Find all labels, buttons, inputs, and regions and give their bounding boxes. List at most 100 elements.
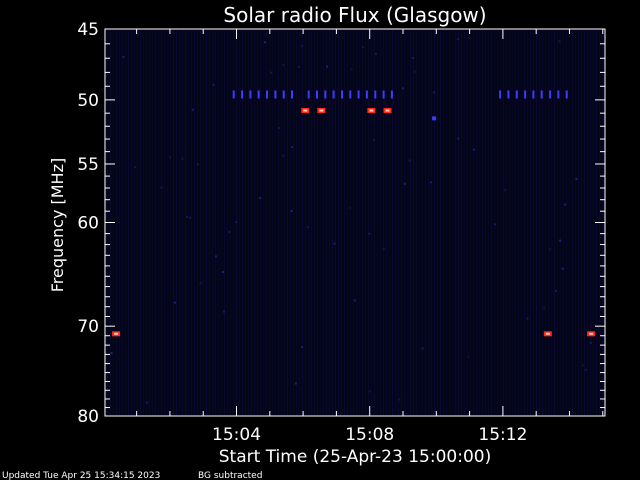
spectrogram-stripe (488, 30, 489, 415)
spectrogram-stripe (203, 30, 204, 415)
x-tick-label: 15:04 (212, 425, 261, 445)
spectrogram-stripe (305, 30, 306, 415)
spectrogram-stripe (341, 30, 342, 415)
noise-speckle (333, 242, 336, 245)
spectrogram-stripe (164, 30, 165, 415)
hot-pixel-core (319, 109, 324, 112)
noise-speckle (278, 127, 281, 129)
spectrogram-stripe (266, 30, 267, 415)
spectrogram-stripe (299, 30, 300, 415)
interference-tick (291, 90, 293, 99)
spectrogram-stripe (398, 30, 399, 415)
spectrogram-stripe (464, 30, 465, 415)
y-tick-label: 55 (77, 155, 99, 175)
hot-pixel-core (303, 109, 308, 112)
spectrogram-stripe (539, 30, 540, 415)
spectrogram-stripe (428, 30, 429, 415)
updated-timestamp: Updated Tue Apr 25 15:34:15 2023 (2, 471, 160, 480)
spectrogram-stripe (194, 30, 195, 415)
spectrogram-stripe (503, 30, 504, 415)
spectrogram-stripe (191, 30, 192, 415)
spectrogram-stripe (374, 30, 375, 415)
spectrogram-stripe (413, 30, 414, 415)
spectrogram-stripe (548, 30, 549, 415)
spectrogram-stripe (242, 30, 243, 415)
spectrogram-stripe (353, 30, 354, 415)
spectrogram-stripe (443, 30, 444, 415)
spectrogram-stripe (254, 30, 255, 415)
spectrogram-stripes (107, 30, 603, 415)
bg-subtracted-note: BG subtracted (198, 471, 262, 480)
interference-tick (249, 90, 252, 99)
interference-tick (266, 90, 268, 99)
spectrogram-stripe (128, 30, 129, 415)
spectrogram-stripe (161, 30, 162, 415)
spectrogram-stripe (551, 30, 552, 415)
spectrogram-stripe (365, 30, 366, 415)
spectrogram-stripe (200, 30, 201, 415)
interference-tick (232, 90, 235, 99)
spectrogram-stripe (437, 30, 438, 415)
noise-speckle (467, 355, 470, 358)
spectrogram-stripe (587, 30, 588, 415)
spectrogram-stripe (356, 30, 357, 415)
spectrogram-stripe (467, 30, 468, 415)
spectrogram-stripe (362, 30, 363, 415)
interference-tick (507, 90, 510, 99)
spectrogram-stripe (338, 30, 339, 415)
spectrogram-stripe (170, 30, 171, 415)
spectrogram-stripe (557, 30, 558, 415)
interference-tick (524, 90, 527, 99)
interference-tick (549, 90, 552, 99)
noise-speckle (270, 71, 273, 74)
noise-speckle (526, 317, 529, 320)
interference-tick (282, 90, 285, 99)
spectrogram-stripe (134, 30, 135, 415)
noise-speckle (160, 186, 163, 189)
spectrogram-stripe (434, 30, 435, 415)
noise-speckle (408, 159, 411, 162)
noise-speckle (543, 306, 546, 309)
spectrogram-stripe (359, 30, 360, 415)
noise-speckle (300, 45, 303, 48)
y-tick-label: 80 (77, 407, 99, 427)
spectrogram-stripe (569, 30, 570, 415)
spectrogram-stripe (344, 30, 345, 415)
noise-speckle (559, 239, 562, 242)
spectrogram-stripe (401, 30, 402, 415)
noise-speckle (259, 196, 262, 199)
spectrogram-stripe (212, 30, 213, 415)
y-tick-label: 70 (77, 317, 99, 337)
interference-tick (515, 90, 518, 99)
noise-speckle (134, 166, 137, 169)
spectrogram-stripe (458, 30, 459, 415)
spectrogram-stripe (479, 30, 480, 415)
spectrogram-stripe (515, 30, 516, 415)
noise-speckle (433, 91, 436, 94)
spectrogram-stripe (224, 30, 225, 415)
spectrogram-stripe (335, 30, 336, 415)
hot-pixel-core (545, 332, 550, 335)
spectrogram-stripe (188, 30, 189, 415)
interference-tick (332, 90, 335, 99)
spectrogram-stripe (578, 30, 579, 415)
noise-speckle (503, 189, 506, 192)
spectrogram-stripe (392, 30, 393, 415)
noise-speckle (561, 267, 564, 270)
interference-tick (349, 90, 352, 99)
spectrogram-stripe (410, 30, 411, 415)
spectrogram-stripe (233, 30, 234, 415)
noise-speckle (584, 368, 587, 371)
noise-speckle (457, 137, 460, 140)
spectrogram-stripe (116, 30, 117, 415)
noise-speckle (398, 398, 401, 401)
spectrogram-stripe (368, 30, 369, 415)
spectrogram-stripe (452, 30, 453, 415)
spectrogram-stripe (560, 30, 561, 415)
spectrogram-stripe (455, 30, 456, 415)
spectrogram-stripe (554, 30, 555, 415)
spectrogram-stripe (275, 30, 276, 415)
interference-tick (540, 90, 543, 99)
spectrogram-stripe (422, 30, 423, 415)
spectrogram-stripe (173, 30, 174, 415)
